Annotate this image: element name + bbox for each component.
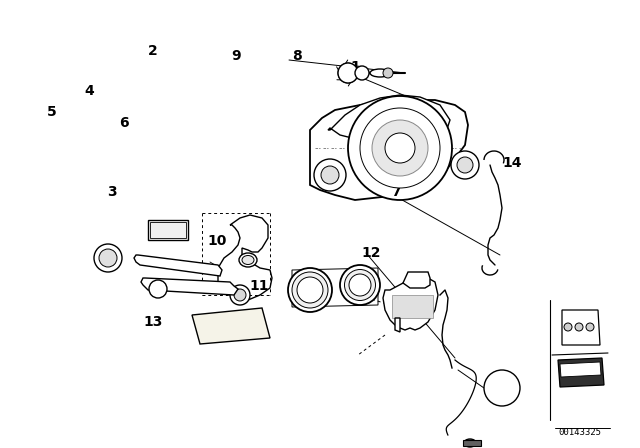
Circle shape bbox=[457, 157, 473, 173]
Text: 14: 14 bbox=[494, 383, 510, 393]
Circle shape bbox=[321, 166, 339, 184]
Circle shape bbox=[348, 96, 452, 200]
Polygon shape bbox=[310, 100, 468, 200]
Ellipse shape bbox=[242, 255, 254, 264]
Text: 9: 9 bbox=[231, 49, 241, 63]
Ellipse shape bbox=[239, 253, 257, 267]
Polygon shape bbox=[558, 358, 604, 387]
Text: 10: 10 bbox=[207, 234, 227, 248]
Ellipse shape bbox=[349, 274, 371, 296]
Ellipse shape bbox=[288, 268, 332, 312]
Circle shape bbox=[451, 151, 479, 179]
Polygon shape bbox=[292, 268, 378, 307]
Bar bbox=[463, 440, 481, 446]
Circle shape bbox=[385, 133, 415, 163]
Circle shape bbox=[372, 120, 428, 176]
Polygon shape bbox=[141, 278, 238, 295]
Bar bbox=[148, 220, 188, 240]
Circle shape bbox=[149, 280, 167, 298]
Circle shape bbox=[564, 323, 572, 331]
Ellipse shape bbox=[340, 265, 380, 305]
Circle shape bbox=[484, 370, 520, 406]
Polygon shape bbox=[395, 318, 400, 332]
Polygon shape bbox=[383, 278, 438, 330]
Ellipse shape bbox=[370, 69, 390, 77]
Polygon shape bbox=[560, 362, 601, 377]
Polygon shape bbox=[392, 295, 433, 318]
Ellipse shape bbox=[344, 270, 376, 301]
Text: 1: 1 bbox=[350, 60, 360, 74]
Text: 14: 14 bbox=[502, 156, 522, 170]
Text: 11: 11 bbox=[249, 279, 269, 293]
Polygon shape bbox=[218, 215, 272, 300]
Ellipse shape bbox=[297, 277, 323, 303]
Ellipse shape bbox=[464, 439, 476, 447]
Text: 13: 13 bbox=[143, 315, 163, 329]
Circle shape bbox=[360, 108, 440, 188]
Text: 6: 6 bbox=[119, 116, 129, 130]
Text: 00143325: 00143325 bbox=[559, 427, 602, 436]
Polygon shape bbox=[328, 95, 450, 140]
Text: 4: 4 bbox=[84, 84, 94, 98]
Polygon shape bbox=[403, 272, 430, 288]
Circle shape bbox=[338, 63, 358, 83]
Circle shape bbox=[355, 66, 369, 80]
Polygon shape bbox=[134, 255, 222, 276]
Text: 12: 12 bbox=[361, 246, 381, 260]
Circle shape bbox=[230, 285, 250, 305]
Text: 3: 3 bbox=[107, 185, 117, 199]
Circle shape bbox=[586, 323, 594, 331]
Circle shape bbox=[94, 244, 122, 272]
Text: 8: 8 bbox=[292, 49, 302, 63]
Text: 5: 5 bbox=[47, 105, 57, 119]
Text: 2: 2 bbox=[148, 44, 158, 58]
Circle shape bbox=[234, 289, 246, 301]
Ellipse shape bbox=[292, 272, 328, 308]
Polygon shape bbox=[562, 310, 600, 345]
Circle shape bbox=[383, 68, 393, 78]
Polygon shape bbox=[192, 308, 270, 344]
Text: 7: 7 bbox=[391, 185, 401, 199]
Circle shape bbox=[314, 159, 346, 191]
Circle shape bbox=[99, 249, 117, 267]
Bar bbox=[150, 222, 186, 238]
Circle shape bbox=[575, 323, 583, 331]
